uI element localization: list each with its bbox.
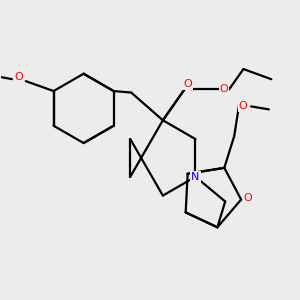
Text: N: N: [191, 172, 200, 182]
Text: O: O: [239, 101, 248, 111]
Text: O: O: [14, 72, 23, 82]
Text: O: O: [183, 80, 192, 89]
Text: O: O: [244, 193, 253, 202]
Text: O: O: [220, 84, 229, 94]
